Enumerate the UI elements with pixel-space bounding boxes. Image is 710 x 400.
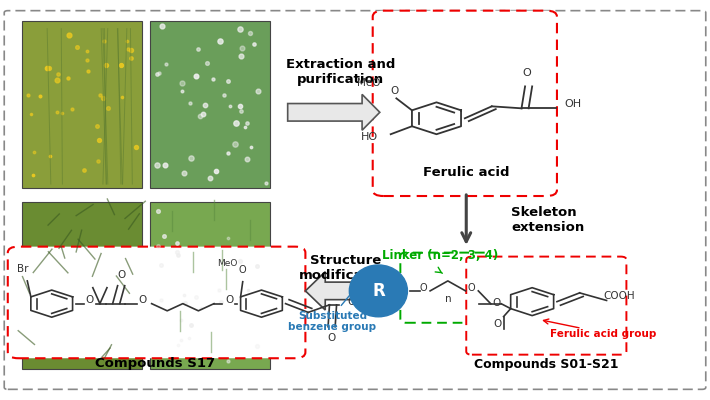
FancyBboxPatch shape [8, 247, 305, 358]
Text: Compounds S01-S21: Compounds S01-S21 [474, 358, 618, 371]
Polygon shape [288, 94, 380, 130]
Text: O: O [86, 296, 94, 306]
Text: HO: HO [361, 132, 378, 142]
Bar [150, 202, 270, 370]
Ellipse shape [349, 265, 408, 317]
FancyBboxPatch shape [373, 11, 557, 196]
Bar [150, 21, 270, 188]
Text: O: O [523, 68, 532, 78]
Polygon shape [305, 272, 398, 310]
Text: O: O [391, 86, 399, 96]
Text: Compounds S17: Compounds S17 [95, 357, 215, 370]
Text: Skeleton
extension: Skeleton extension [511, 206, 584, 234]
Text: OH: OH [347, 297, 364, 307]
Text: Structure
modification: Structure modification [299, 254, 393, 282]
Text: O: O [467, 283, 475, 293]
Bar [22, 202, 143, 370]
Bar [22, 21, 143, 188]
FancyBboxPatch shape [400, 253, 490, 323]
Text: COOH: COOH [604, 291, 635, 301]
Text: MeO: MeO [356, 78, 380, 88]
Text: O: O [117, 270, 125, 280]
Text: O: O [226, 296, 234, 306]
Text: Extraction and
purification: Extraction and purification [286, 58, 395, 86]
Text: O: O [420, 283, 427, 293]
Text: Ferulic acid group: Ferulic acid group [550, 328, 656, 338]
Text: Substituted
benzene group: Substituted benzene group [288, 311, 376, 332]
Text: n: n [444, 294, 451, 304]
Text: Ferulic acid: Ferulic acid [423, 166, 510, 178]
Text: O: O [492, 298, 501, 308]
Text: OH: OH [564, 99, 581, 109]
Text: Linker (n=2, 3, 4): Linker (n=2, 3, 4) [382, 249, 498, 262]
Text: O: O [239, 265, 246, 275]
Text: O: O [138, 296, 146, 306]
Text: Br: Br [16, 264, 28, 274]
Text: R: R [372, 282, 385, 300]
Text: O: O [327, 333, 336, 343]
Text: MeO: MeO [217, 259, 237, 268]
Text: O: O [493, 319, 502, 329]
FancyBboxPatch shape [466, 257, 626, 355]
